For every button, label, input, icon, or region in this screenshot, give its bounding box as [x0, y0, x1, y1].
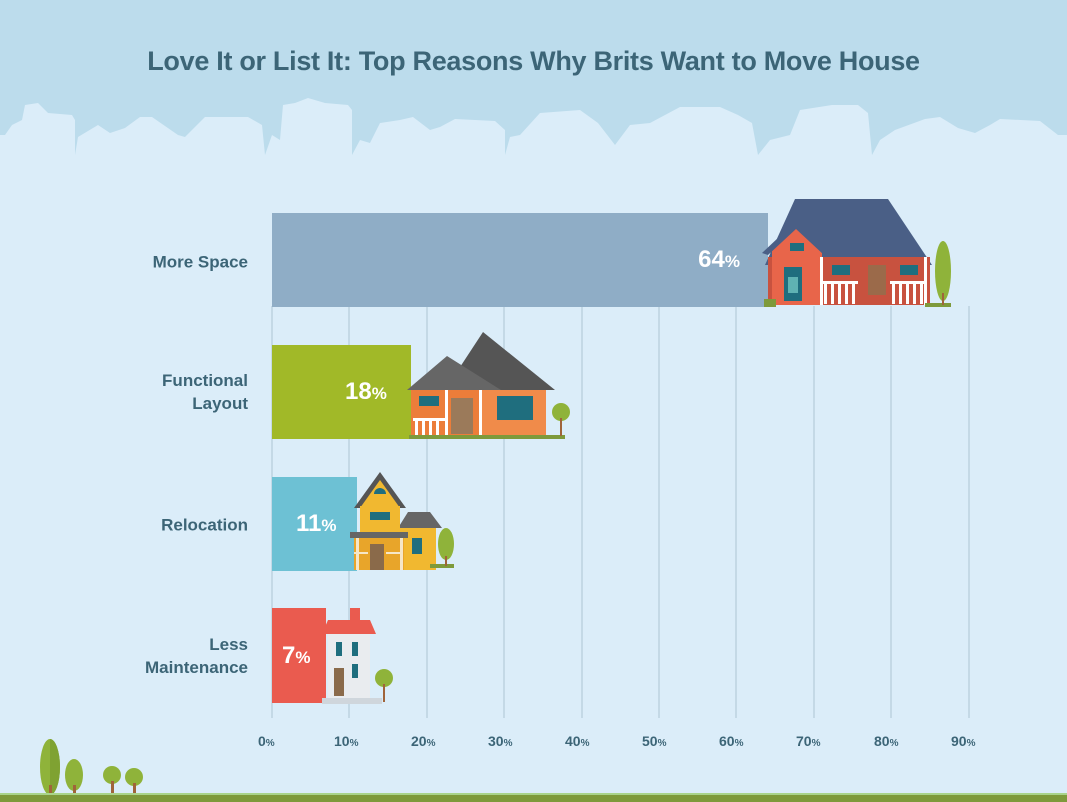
yellow-two-storey-house-icon	[350, 472, 454, 570]
orange-bungalow-house-icon	[407, 332, 570, 439]
white-townhouse-icon	[322, 608, 393, 704]
gridline-30	[503, 306, 505, 718]
bar-functional-layout: 18%	[272, 345, 411, 439]
category-label-less-maintenance: Less Maintenance	[145, 635, 248, 677]
gridline-90	[968, 306, 970, 718]
x-tick-0: 0%	[258, 733, 275, 749]
gridline-80	[890, 306, 892, 718]
category-label-more-space: More Space	[152, 252, 248, 272]
chart-title: Love It or List It: Top Reasons Why Brit…	[147, 46, 920, 76]
ground-strip	[0, 793, 1067, 802]
bar-value-label: 7%	[282, 641, 311, 669]
gridline-60	[735, 306, 737, 718]
red-brick-bungalow-house-icon	[762, 199, 951, 307]
x-tick-20: 20%	[411, 733, 436, 749]
bar-value-label: 11%	[296, 510, 337, 537]
trees-decoration-icon	[40, 739, 143, 795]
skyline-silhouette-icon	[0, 98, 1067, 175]
x-tick-40: 40%	[565, 733, 590, 749]
gridline-40	[581, 306, 583, 718]
gridline-50	[658, 306, 660, 718]
x-tick-80: 80%	[874, 733, 899, 749]
x-tick-50: 50%	[642, 733, 667, 749]
category-label-functional-layout: Functional Layout	[162, 371, 248, 413]
bar-more-space: 64%	[272, 213, 768, 307]
bar-value-label: 64%	[698, 246, 740, 273]
gridline-70	[813, 306, 815, 718]
x-tick-30: 30%	[488, 733, 513, 749]
x-tick-10: 10%	[334, 733, 359, 749]
x-tick-70: 70%	[796, 733, 821, 749]
bar-relocation: 11%	[272, 477, 357, 571]
x-tick-60: 60%	[719, 733, 744, 749]
bar-less-maintenance: 7%	[272, 608, 326, 703]
x-tick-90: 90%	[951, 733, 976, 749]
bar-value-label: 18%	[345, 378, 387, 405]
category-label-relocation: Relocation	[161, 515, 248, 535]
